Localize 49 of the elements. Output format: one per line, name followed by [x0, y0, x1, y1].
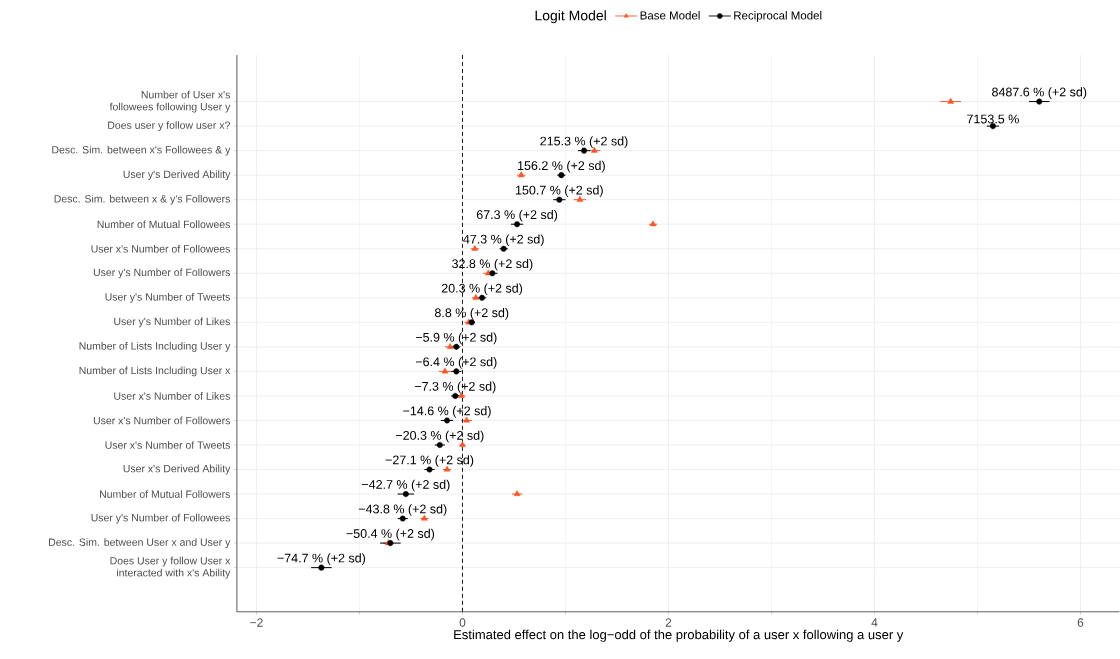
annotation: −74.7 % (+2 sd) [277, 553, 366, 566]
y-tick-label: User x's Derived Ability [123, 464, 231, 475]
annotation: −42.7 % (+2 sd) [361, 479, 450, 492]
y-tick-label: User x's Number of Likes [114, 392, 230, 400]
annotation: 8487.6 % (+2 sd) [992, 87, 1087, 99]
legend-label: Base Model [640, 11, 700, 20]
y-tick-label: Desc. Sim. between x & y's Followers [54, 194, 230, 205]
annotation: −7.3 % (+2 sd) [414, 381, 496, 394]
annotation: 7153.5 % [967, 114, 1019, 124]
annotation: −43.8 % (+2 sd) [358, 504, 447, 516]
x-tick-label: 4 [871, 618, 878, 627]
x-tick-label: 0 [459, 618, 466, 627]
legend-title: Logit Model [535, 10, 606, 24]
annotation: 8.8 % (+2 sd) [434, 308, 509, 320]
annotation: −27.1 % (+2 sd) [385, 455, 474, 467]
x-tick-label: −2 [250, 618, 263, 627]
annotation: 20.3 % (+2 sd) [441, 283, 523, 296]
y-tick-label: Number of Mutual Followers [100, 490, 230, 499]
x-tick-label: 2 [665, 618, 672, 627]
y-tick-label: User x's Number of Followees [91, 245, 230, 253]
annotation: 215.3 % (+2 sd) [540, 136, 628, 149]
annotation: −6.4 % (+2 sd) [415, 357, 497, 369]
y-tick-label: Number of Lists Including User y [79, 342, 231, 352]
y-tick-label: Number of Mutual Followees [97, 220, 230, 229]
annotation: 67.3 % (+2 sd) [476, 209, 558, 222]
y-tick-label: Number of User x's followees following User y [109, 90, 231, 113]
annotation: −14.6 % (+2 sd) [403, 406, 491, 418]
annotation: −5.9 % (+2 sd) [415, 332, 497, 345]
x-axis-title: Estimated effect on the log−odd of the probability of a user x following a user y [454, 629, 904, 642]
y-tick-label: User y's Derived Ability [123, 170, 231, 181]
y-tick-label: Desc. Sim. between User x and User y [49, 538, 231, 549]
annotation: 32.8 % (+2 sd) [452, 259, 533, 271]
y-tick-label: Does user y follow user x? [108, 121, 230, 132]
annotation: 150.7 % (+2 sd) [515, 185, 603, 198]
y-tick-label: User y's Number of Followees [91, 513, 230, 524]
y-tick-label: User x's Number of Tweets [105, 441, 230, 449]
annotation: −50.4 % (+2 sd) [346, 528, 435, 541]
y-tick-label: User y's Number of Likes [114, 317, 230, 328]
annotation: 156.2 % (+2 sd) [518, 160, 605, 173]
y-tick-label: User y's Number of Tweets [105, 293, 230, 303]
y-tick-label: Desc. Sim. between x's Followees & y [52, 145, 231, 156]
y-tick-label: User y's Number of Followers [93, 268, 230, 279]
annotation: −20.3 % (+2 sd) [395, 430, 484, 443]
annotation: 47.3 % (+2 sd) [463, 234, 544, 247]
y-tick-label: User x's Number of Followers [93, 416, 230, 425]
legend-label: Reciprocal Model [734, 11, 822, 22]
y-tick-label: Does User y follow User x interacted with x's Ability [110, 556, 231, 579]
x-tick-label: 6 [1077, 618, 1084, 627]
y-tick-label: Number of Lists Including User x [79, 366, 231, 377]
